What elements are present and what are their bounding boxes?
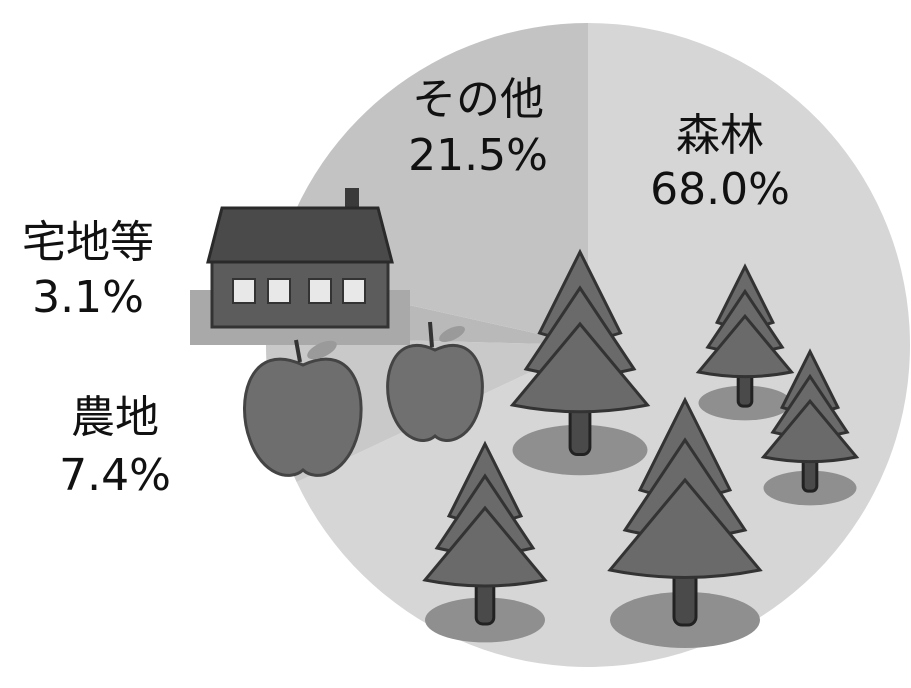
- apple: [386, 321, 484, 442]
- slice-value-label: 68.0%: [650, 164, 790, 215]
- windows: [232, 278, 366, 304]
- window: [308, 278, 332, 304]
- illustrations: [190, 188, 860, 648]
- slice-value-label: 21.5%: [408, 130, 548, 181]
- tree-layer: [607, 477, 763, 579]
- slice-label: 農地: [71, 392, 159, 443]
- window: [232, 278, 256, 304]
- tree: [760, 348, 860, 506]
- apple-leaf: [307, 340, 337, 360]
- tree-layer: [695, 313, 795, 379]
- apple-stem: [294, 339, 302, 363]
- slice-value-label: 3.1%: [32, 272, 144, 323]
- window: [267, 278, 291, 304]
- tree-layer: [422, 505, 548, 588]
- slice-label: その他: [412, 74, 544, 125]
- apple-body: [243, 357, 363, 477]
- tree: [695, 263, 795, 421]
- tree-layer: [760, 398, 860, 464]
- slice-label: 森林: [676, 110, 764, 161]
- tree: [422, 440, 548, 643]
- apple-stem: [428, 321, 434, 348]
- apple-leaf: [439, 325, 465, 343]
- tree: [509, 248, 651, 476]
- slice-label: 宅地等: [22, 217, 154, 268]
- apple-body: [386, 343, 484, 442]
- window: [342, 278, 366, 304]
- slice-value-label: 7.4%: [59, 450, 171, 501]
- tree: [607, 396, 763, 648]
- tree-layer: [509, 321, 651, 414]
- apple: [243, 339, 363, 477]
- house-roof: [206, 206, 394, 264]
